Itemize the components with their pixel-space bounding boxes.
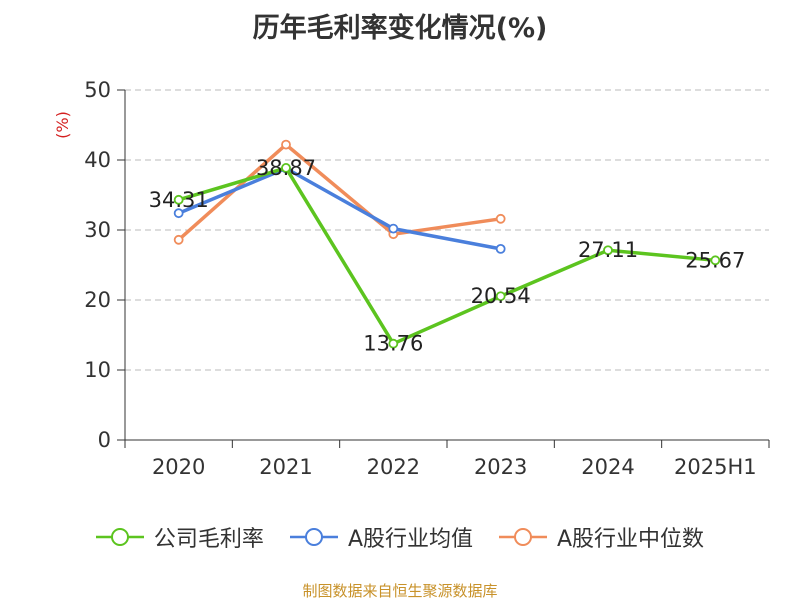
- x-tick-label: 2022: [367, 455, 420, 479]
- legend-item-2[interactable]: A股行业中位数: [499, 521, 704, 553]
- data-labels: 34.31 38.87 13.76 20.54 27.11 25.67: [149, 156, 746, 356]
- data-point: [173, 234, 184, 245]
- legend-circle: [110, 528, 129, 546]
- x-tick-label: 2025H1: [674, 455, 757, 479]
- series-1: [173, 163, 506, 254]
- legend-marker-icon: [289, 528, 338, 546]
- series-0: [173, 163, 721, 349]
- series-layer: [173, 139, 721, 349]
- data-label: 38.87: [256, 156, 316, 180]
- y-axis-unit: (%): [53, 111, 72, 139]
- data-point: [281, 139, 291, 150]
- data-label: 13.76: [363, 332, 423, 356]
- legend-circle: [304, 528, 323, 546]
- x-tick-label: 2021: [259, 455, 312, 479]
- series-2: [173, 139, 506, 245]
- data-label: 27.11: [578, 238, 638, 262]
- data-label: 34.31: [149, 188, 209, 212]
- data-point: [710, 255, 721, 266]
- y-tick-label: 10: [84, 358, 111, 382]
- data-point: [173, 208, 184, 219]
- data-point: [388, 338, 399, 349]
- y-tick-label: 50: [84, 78, 111, 102]
- y-tick-label: 0: [98, 428, 111, 452]
- x-tick-label: 2024: [581, 455, 634, 479]
- legend-label: A股行业中位数: [557, 527, 705, 552]
- data-label: 20.54: [471, 284, 531, 308]
- legend-label: A股行业均值: [347, 527, 473, 552]
- legend-item-1[interactable]: A股行业均值: [289, 521, 473, 553]
- data-label: 25.67: [685, 248, 745, 272]
- source-note: 制图数据来自恒生聚源数据库: [302, 582, 498, 600]
- data-point: [495, 243, 506, 254]
- chart-title: 历年毛利率变化情况(%): [252, 13, 548, 44]
- series-line: [177, 166, 501, 251]
- series-line: [178, 166, 716, 346]
- axes: [117, 89, 770, 448]
- x-tick-label: 2023: [474, 455, 527, 479]
- data-point: [173, 194, 184, 205]
- legend-item-0[interactable]: 公司毛利率: [95, 521, 264, 553]
- tick-labels: 0 10 20 30 40 50 2020 2021 2022 2023 2024 2025H1: [84, 78, 756, 479]
- grid-lines: [125, 89, 769, 371]
- data-point: [495, 213, 506, 224]
- y-tick-label: 40: [84, 148, 111, 172]
- data-point: [281, 163, 291, 173]
- data-point: [495, 291, 506, 302]
- legend-marker-icon: [95, 528, 144, 546]
- data-point: [388, 223, 399, 234]
- y-tick-label: 20: [84, 288, 111, 312]
- legend-label: 公司毛利率: [153, 527, 264, 552]
- legend: 公司毛利率 A股行业均值 A股行业中位数: [0, 521, 800, 553]
- x-tick-label: 2020: [152, 455, 205, 479]
- legend-marker-icon: [499, 528, 547, 546]
- y-tick-label: 30: [84, 218, 111, 242]
- legend-circle: [514, 528, 532, 546]
- data-point: [603, 245, 613, 256]
